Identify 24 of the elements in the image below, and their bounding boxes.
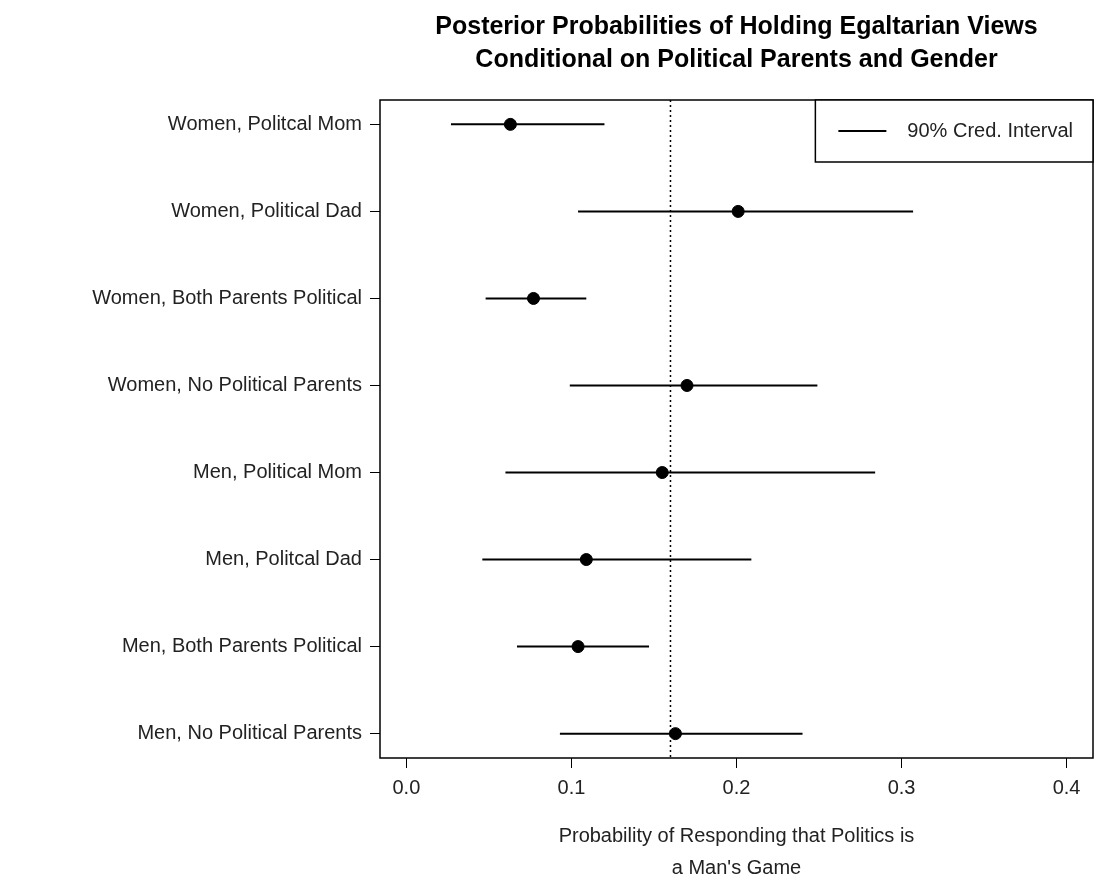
point [655, 466, 669, 480]
x-tick-label: 0.3 [887, 775, 916, 798]
y-tick-label: Women, Politcal Mom [167, 111, 362, 134]
x-axis-title: Probability of Responding that Politics is a Man's Game [558, 823, 915, 878]
x-tick-label: 0.1 [557, 775, 586, 798]
x-tick-label: 0.0 [392, 775, 421, 798]
point [526, 291, 540, 305]
x-tick-label: 0.2 [722, 775, 751, 798]
y-tick-label: Women, Both Parents Political [92, 285, 362, 308]
point [579, 553, 593, 567]
point [668, 727, 682, 741]
y-tick-label: Men, Political Mom [193, 460, 362, 483]
point [680, 378, 694, 392]
y-tick-label: Women, No Political Parents [107, 373, 362, 395]
y-tick-label: Men, No Political Parents [137, 721, 362, 744]
point [731, 204, 745, 218]
x-tick-label: 0.4 [1052, 775, 1081, 798]
y-tick-label: Women, Political Dad [171, 198, 362, 221]
y-tick-label: Men, Politcal Dad [205, 547, 362, 570]
chart-title: Posterior Probabilities of Holding Egaltarian Views Conditional on Political Parents and Gender [435, 10, 1038, 72]
point [571, 640, 585, 654]
point [503, 117, 517, 131]
legend-label: 90% Cred. Interval [907, 118, 1074, 141]
y-tick-label: Men, Both Parents Political [121, 634, 362, 657]
